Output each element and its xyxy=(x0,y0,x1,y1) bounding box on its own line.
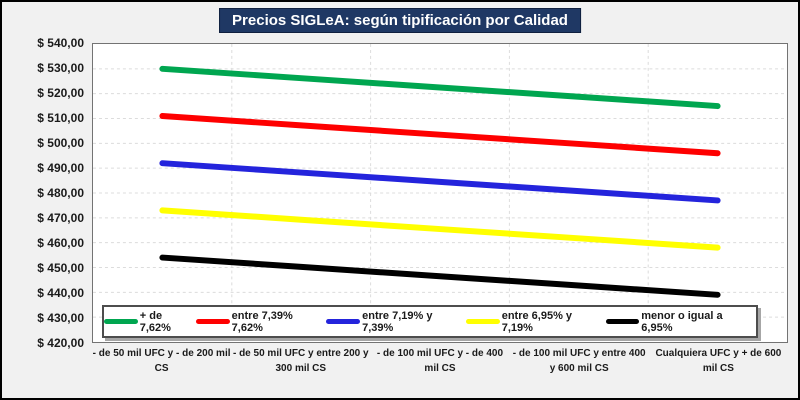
y-tick-label: $ 480,00 xyxy=(37,186,84,200)
x-category-label: Cualquiera UFC y + de 600 mil CS xyxy=(655,348,782,374)
legend-label: + de 7,62% xyxy=(139,309,171,334)
y-tick-label: $ 430,00 xyxy=(37,311,84,325)
y-tick-label: $ 450,00 xyxy=(37,261,84,275)
series-line xyxy=(159,113,721,157)
y-tick-label: $ 440,00 xyxy=(37,286,84,300)
chart-title: Precios SIGLeA: según tipificación por C… xyxy=(219,8,581,33)
y-tick-label: $ 460,00 xyxy=(37,236,84,250)
y-tick-label: $ 490,00 xyxy=(37,161,84,175)
y-tick-label: $ 470,00 xyxy=(37,211,84,225)
y-tick-label: $ 520,00 xyxy=(37,86,84,100)
legend-label: entre 6,95% y 7,19% xyxy=(501,309,573,334)
x-category-label: - de 100 mil UFC y entre 400 y 600 mil CS xyxy=(512,348,646,374)
legend-line-swatch xyxy=(465,319,500,324)
y-tick-label: $ 530,00 xyxy=(37,61,84,75)
legend-line-swatch xyxy=(195,319,230,324)
y-tick-label: $ 540,00 xyxy=(37,36,84,50)
x-category-label: - de 50 mil UFC y entre 200 y 300 mil CS xyxy=(232,348,369,374)
y-tick-label: $ 420,00 xyxy=(37,336,84,350)
legend-item: entre 7,19% y 7,39% xyxy=(326,310,466,334)
series-line xyxy=(159,160,721,204)
y-tick-label: $ 510,00 xyxy=(37,111,84,125)
series-line xyxy=(159,207,721,251)
plot-svg xyxy=(93,44,787,342)
x-category-label: - de 100 mil UFC y - de 400 mil CS xyxy=(376,348,504,374)
y-tick-label: $ 500,00 xyxy=(37,136,84,150)
legend-item: entre 6,95% y 7,19% xyxy=(465,309,606,334)
legend-item: + de 7,62% xyxy=(104,310,196,334)
legend: + de 7,62% entre 7,39% 7,62% entre 7,19% y… xyxy=(102,305,758,338)
legend-label: menor o igual a 6,95% xyxy=(641,309,723,334)
legend-line-swatch xyxy=(326,319,361,324)
legend-line-swatch xyxy=(605,319,640,324)
x-category-label: - de 50 mil UFC y - de 200 mil CS xyxy=(92,348,231,374)
legend-line-swatch xyxy=(104,319,138,324)
legend-item: entre 7,39% 7,62% xyxy=(195,309,326,334)
series-line xyxy=(159,65,721,110)
legend-label: entre 7,39% 7,62% xyxy=(231,309,293,334)
plot-area xyxy=(92,43,788,343)
legend-item: menor o igual a 6,95% xyxy=(605,309,756,334)
series-line xyxy=(159,254,721,298)
legend-label: entre 7,19% y 7,39% xyxy=(362,309,433,334)
